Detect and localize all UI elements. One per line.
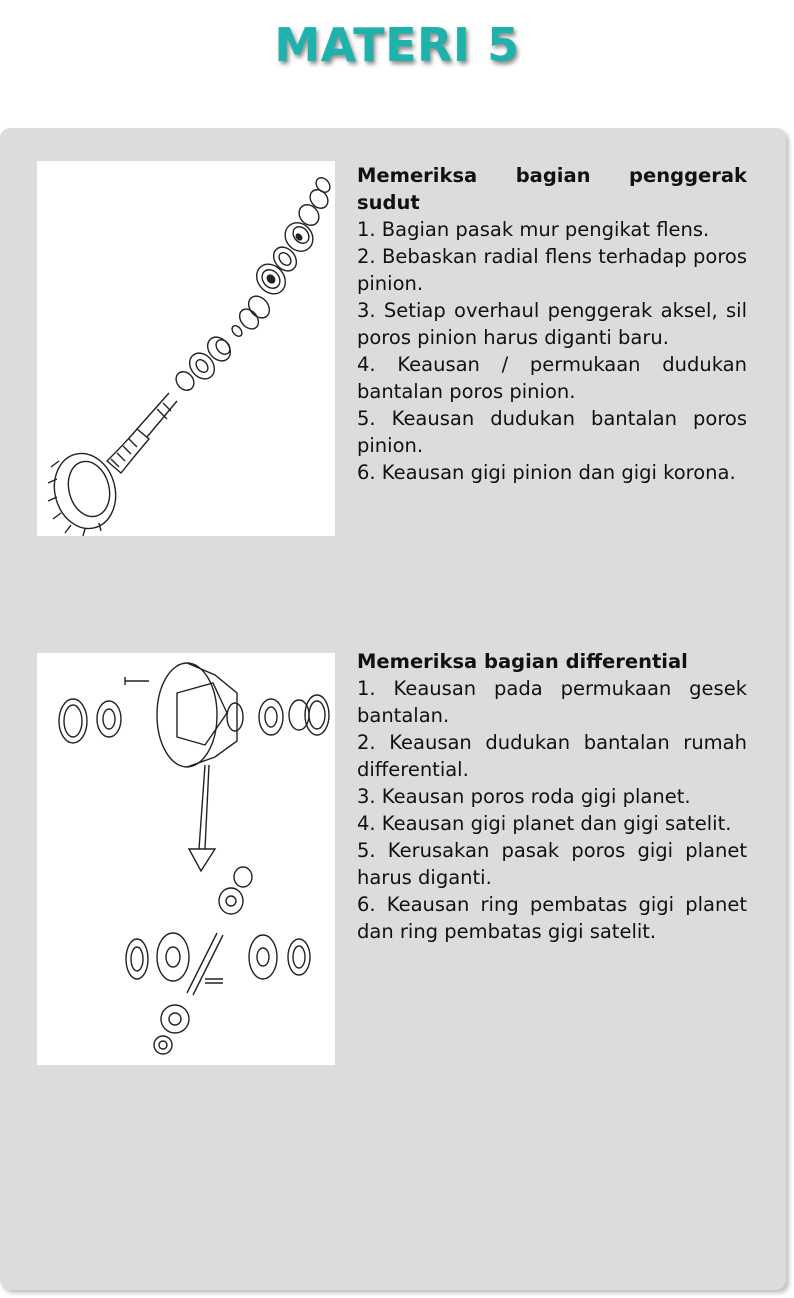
list-item: 6. Keausan ring pembatas gigi planet dan… — [357, 893, 747, 943]
list-item: 1. Keausan pada permukaan gesek bantalan… — [357, 677, 747, 727]
list-item: 4. Keausan / permukaan dudukan bantalan … — [357, 353, 747, 403]
section-heading: Memeriksa bagian penggerak sudut — [357, 164, 747, 214]
list-item: 2. Keausan dudukan bantalan rumah differ… — [357, 731, 747, 781]
differential-exploded-icon — [58, 662, 330, 1055]
section-heading: Memeriksa bagian differential — [357, 650, 688, 673]
list-item: 6. Keausan gigi pinion dan gigi korona. — [357, 461, 736, 484]
list-item: 4. Keausan gigi planet dan gigi satelit. — [357, 812, 732, 835]
page-title: MATERI 5 — [274, 18, 520, 72]
section-penggerak-sudut: Memeriksa bagian penggerak sudut 1. Bagi… — [357, 162, 747, 486]
list-item: 3. Keausan poros roda gigi planet. — [357, 785, 691, 808]
list-item: 5. Kerusakan pasak poros gigi planet har… — [357, 839, 747, 889]
list-item: 3. Setiap overhaul penggerak aksel, sil … — [357, 299, 747, 349]
section-differential: Memeriksa bagian differential 1. Keausan… — [357, 648, 747, 945]
pinion-gear-diagram — [37, 161, 335, 536]
content-card: Memeriksa bagian penggerak sudut 1. Bagi… — [0, 128, 786, 1290]
differential-diagram — [37, 653, 335, 1065]
list-item: 1. Bagian pasak mur pengikat flens. — [357, 218, 710, 241]
pinion-gear-exploded-icon — [47, 177, 331, 536]
list-item: 2. Bebaskan radial flens terhadap poros … — [357, 245, 747, 295]
list-item: 5. Keausan dudukan bantalan poros pinion… — [357, 407, 747, 457]
